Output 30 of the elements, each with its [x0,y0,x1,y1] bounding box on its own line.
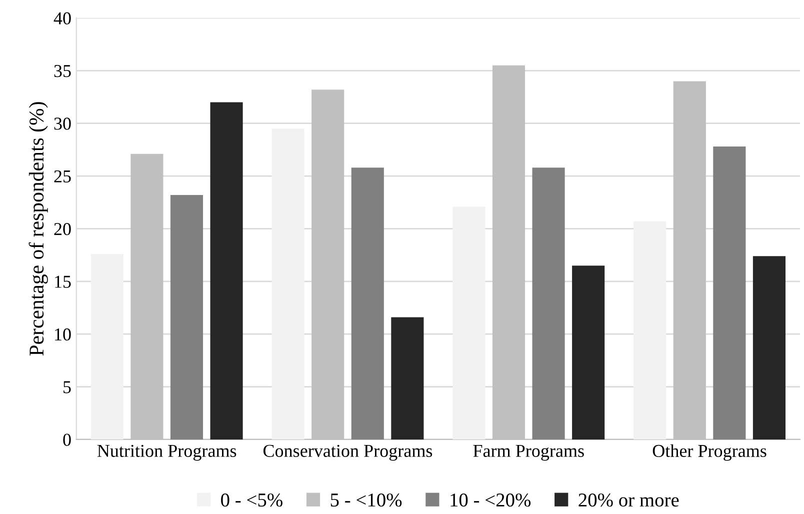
bar [170,195,204,440]
x-tick-label: Other Programs [652,444,766,461]
x-tick-label: Conservation Programs [263,444,432,461]
legend-label: 5 - <10% [330,493,402,507]
y-tick-label: 0 [63,434,71,446]
y-tick-label: 30 [54,118,71,130]
y-tick-label: 40 [54,12,71,24]
bar [752,256,786,440]
y-axis-title: Percentage of respondents (%) [28,102,48,356]
x-tick-label: Nutrition Programs [97,444,236,461]
bar [272,128,304,440]
bar [391,317,424,440]
y-tick-label: 20 [54,222,71,236]
bar [210,102,243,440]
bar [572,266,605,440]
legend-label: 0 - <5% [221,493,282,507]
bar [90,254,124,440]
y-tick-label: 15 [55,276,71,288]
bar [452,206,486,440]
bar [634,221,666,440]
legend-label: 10 - <20% [450,493,531,507]
legend-label: 20% or more [578,493,679,507]
bar [351,168,384,440]
bar [532,168,565,440]
y-tick-label: 5 [64,381,71,394]
y-tick-label: 25 [54,170,71,182]
y-tick-label: 35 [54,64,71,78]
bar [713,146,746,440]
x-tick-label: Farm Programs [473,444,584,461]
y-tick-label: 10 [55,328,71,341]
